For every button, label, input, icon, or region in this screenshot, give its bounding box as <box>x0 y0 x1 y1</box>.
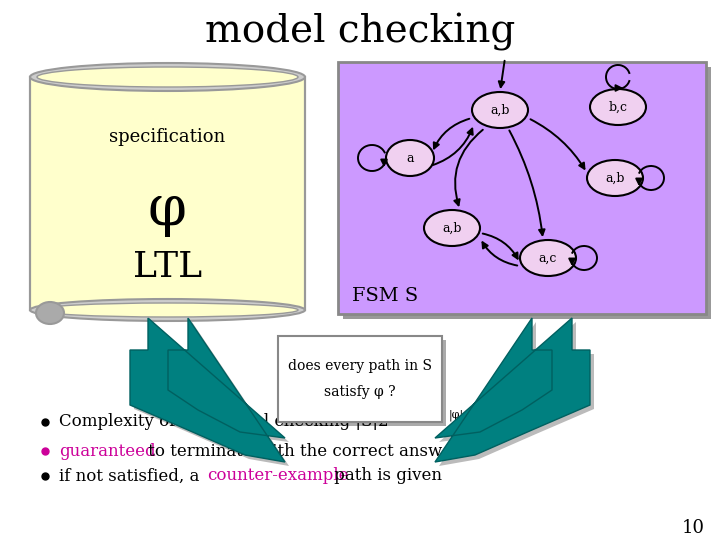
PathPatch shape <box>439 322 594 466</box>
Ellipse shape <box>386 140 434 176</box>
Text: a,c: a,c <box>539 252 557 265</box>
Text: specification: specification <box>109 128 225 146</box>
Ellipse shape <box>30 299 305 321</box>
Text: LTL: LTL <box>133 250 202 284</box>
Ellipse shape <box>36 302 64 324</box>
FancyBboxPatch shape <box>282 340 446 426</box>
Text: Complexity of LTL model checking |S|2: Complexity of LTL model checking |S|2 <box>59 414 389 430</box>
Ellipse shape <box>424 210 480 246</box>
Text: to terminate with the correct answer.: to terminate with the correct answer. <box>143 442 464 460</box>
Ellipse shape <box>472 92 528 128</box>
Ellipse shape <box>520 240 576 276</box>
Text: satisfy φ ?: satisfy φ ? <box>324 385 396 399</box>
Text: counter-example: counter-example <box>207 468 348 484</box>
Text: a,b: a,b <box>490 104 510 117</box>
Ellipse shape <box>37 303 298 317</box>
Text: guaranteed: guaranteed <box>59 442 156 460</box>
FancyBboxPatch shape <box>338 62 706 314</box>
Ellipse shape <box>30 63 305 91</box>
Text: a,b: a,b <box>606 172 625 185</box>
PathPatch shape <box>130 318 285 462</box>
Ellipse shape <box>590 89 646 125</box>
Text: b,c: b,c <box>608 100 628 113</box>
FancyBboxPatch shape <box>343 67 711 319</box>
Text: FSM S: FSM S <box>352 287 418 305</box>
Text: φ: φ <box>148 183 187 238</box>
Text: model checking: model checking <box>204 13 516 51</box>
Text: does every path in S: does every path in S <box>288 359 432 373</box>
PathPatch shape <box>435 318 590 462</box>
Text: if not satisfied, a: if not satisfied, a <box>59 468 204 484</box>
Text: path is given: path is given <box>329 468 442 484</box>
FancyBboxPatch shape <box>30 77 305 310</box>
Text: 10: 10 <box>682 519 705 537</box>
Ellipse shape <box>37 67 298 87</box>
PathPatch shape <box>134 322 289 466</box>
FancyBboxPatch shape <box>278 336 442 422</box>
Text: a: a <box>406 152 414 165</box>
Ellipse shape <box>587 160 643 196</box>
Text: a,b: a,b <box>442 221 462 234</box>
Text: |φ|: |φ| <box>449 409 464 421</box>
